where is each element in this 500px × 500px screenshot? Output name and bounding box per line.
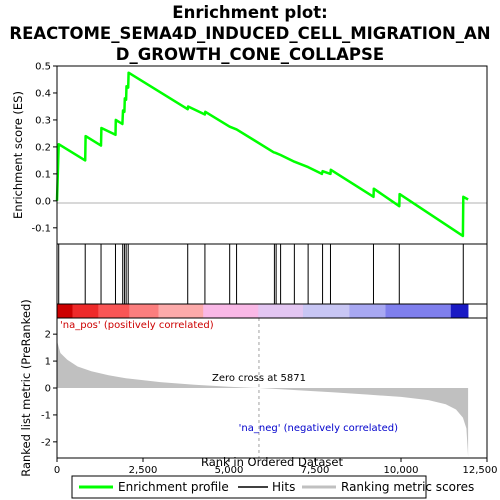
pos-correlated-label: 'na_pos' (positively correlated) (60, 320, 214, 331)
legend-hits-label: Hits (272, 480, 295, 494)
metric-panel: 'na_pos' (positively correlated) Zero cr… (19, 299, 488, 477)
xtick-label: 10,000 (384, 465, 419, 476)
heatmap-segment (57, 304, 73, 318)
heatmap-segment (450, 304, 469, 318)
title-line-2: REACTOME_SEMA4D_INDUCED_CELL_MIGRATION_A… (9, 24, 490, 43)
metric-ytick-label: 2 (45, 330, 51, 341)
hits-panel-frame (56, 243, 488, 305)
heatmap-segment (158, 304, 204, 318)
es-ylabel: Enrichment score (ES) (11, 91, 25, 219)
metric-ylabel: Ranked list metric (PreRanked) (19, 299, 33, 477)
es-ytick-label: 0.1 (35, 169, 51, 180)
heatmap-segment (203, 304, 259, 318)
heatmap-segment (385, 304, 452, 318)
heatmap-segment (349, 304, 387, 318)
xtick-label: 12,500 (463, 465, 498, 476)
metric-ytick-label: 1 (45, 357, 51, 368)
es-ytick-label: 0.2 (35, 142, 51, 153)
es-ytick-label: 0.3 (35, 115, 51, 126)
legend: Enrichment profile Hits Ranking metric s… (71, 475, 474, 499)
es-panel-background (57, 66, 487, 244)
xtick-label: 0 (54, 465, 60, 476)
legend-es-label: Enrichment profile (118, 480, 229, 494)
heatmap-segment (72, 304, 99, 318)
es-curve-line (55, 71, 469, 238)
es-ytick-label: 0.4 (35, 88, 51, 99)
xlabel: Rank in Ordered Dataset (201, 455, 344, 469)
neg-correlated-label: 'na_neg' (negatively correlated) (239, 423, 398, 434)
rank-heatmap-bar (57, 304, 469, 318)
xtick-label: 5,000 (215, 465, 244, 476)
metric-yaxis: 2 1 0 -1 -2 (41, 330, 57, 448)
heatmap-segment (302, 304, 350, 318)
heatmap-segment (98, 304, 130, 318)
heatmap-segment (129, 304, 159, 318)
metric-ytick-label: 0 (45, 384, 51, 395)
heatmap-segment (258, 304, 304, 318)
metric-ytick-label: -1 (41, 410, 51, 421)
metric-ytick-label: -2 (41, 437, 51, 448)
legend-metric-label: Ranking metric scores (341, 480, 474, 494)
es-yaxis: 0.5 0.4 0.3 0.2 0.1 0.0 -0.1 (31, 62, 57, 234)
xtick-label: 2,500 (129, 465, 158, 476)
title-line-1: Enrichment plot: (172, 3, 327, 22)
xaxis: 0 2,500 5,000 7,500 10,000 12,500 (54, 458, 498, 476)
zero-cross-label: Zero cross at 5871 (212, 373, 306, 384)
title-line-3: D_GROWTH_CONE_COLLAPSE (116, 45, 384, 64)
hit-markers (58, 244, 464, 304)
es-panel: 0.5 0.4 0.3 0.2 0.1 0.0 -0.1 Enrichment score … (11, 62, 488, 245)
es-ytick-label: 0.5 (35, 62, 51, 73)
es-ytick-label: 0.0 (35, 196, 51, 207)
es-ytick-label: -0.1 (31, 223, 51, 234)
hits-panel (56, 243, 488, 305)
xtick-label: 7,500 (301, 465, 330, 476)
